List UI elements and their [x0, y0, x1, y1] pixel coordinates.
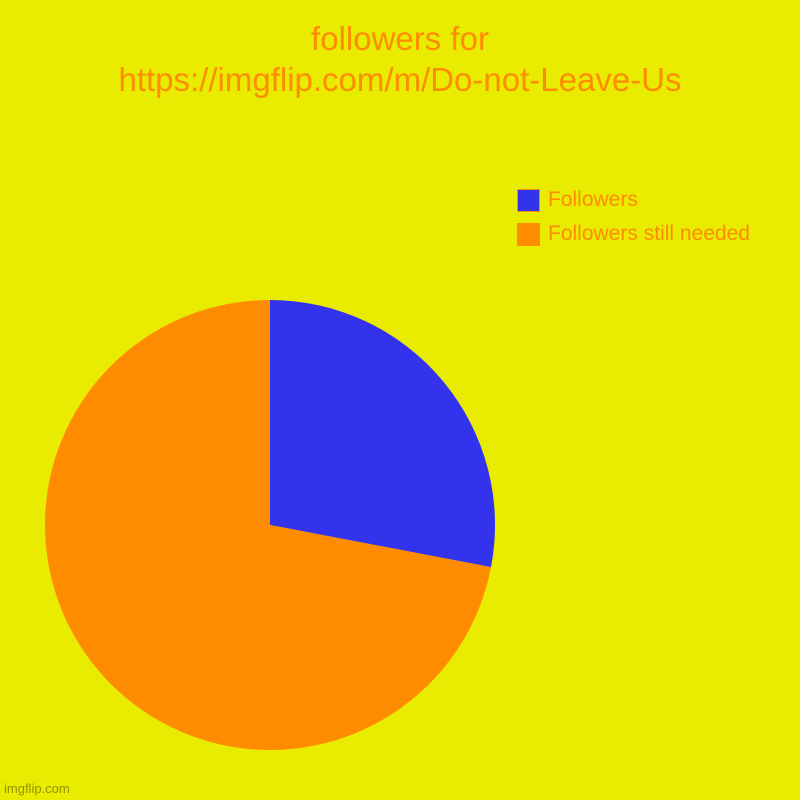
legend: Followers Followers still needed	[517, 188, 750, 256]
chart-canvas: followers for https://imgflip.com/m/Do-n…	[0, 0, 800, 800]
legend-item: Followers still needed	[517, 222, 750, 246]
pie-chart	[45, 300, 495, 755]
legend-label: Followers still needed	[548, 222, 750, 246]
chart-title-line2: https://imgflip.com/m/Do-not-Leave-Us	[118, 61, 681, 98]
legend-label: Followers	[548, 188, 638, 212]
watermark: imgflip.com	[4, 781, 70, 796]
pie-slice	[270, 300, 495, 567]
chart-title-line1: followers for	[311, 20, 489, 57]
legend-swatch-followers	[517, 189, 540, 212]
legend-item: Followers	[517, 188, 750, 212]
legend-swatch-needed	[517, 223, 540, 246]
pie-svg	[45, 300, 495, 750]
chart-title: followers for https://imgflip.com/m/Do-n…	[0, 18, 800, 101]
